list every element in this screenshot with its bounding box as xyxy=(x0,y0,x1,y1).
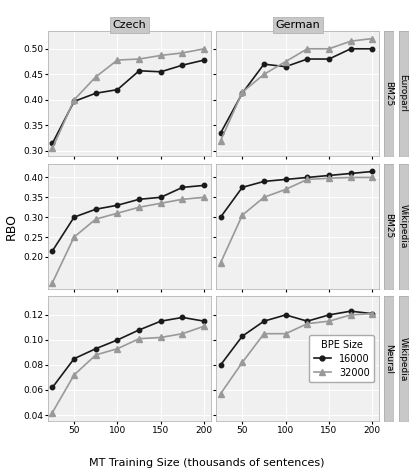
Text: Wikipedia: Wikipedia xyxy=(399,204,408,248)
Legend: 16000, 32000: 16000, 32000 xyxy=(308,335,375,382)
Title: German: German xyxy=(275,20,320,30)
Text: MT Training Size (thousands of sentences): MT Training Size (thousands of sentences… xyxy=(89,457,325,468)
Title: Czech: Czech xyxy=(113,20,146,30)
Text: Europarl: Europarl xyxy=(399,74,408,112)
Text: Wikipedia: Wikipedia xyxy=(399,337,408,381)
Text: BM25: BM25 xyxy=(385,213,393,239)
Text: RBO: RBO xyxy=(5,213,18,239)
Text: Neural: Neural xyxy=(385,344,393,374)
Text: BM25: BM25 xyxy=(385,81,393,106)
